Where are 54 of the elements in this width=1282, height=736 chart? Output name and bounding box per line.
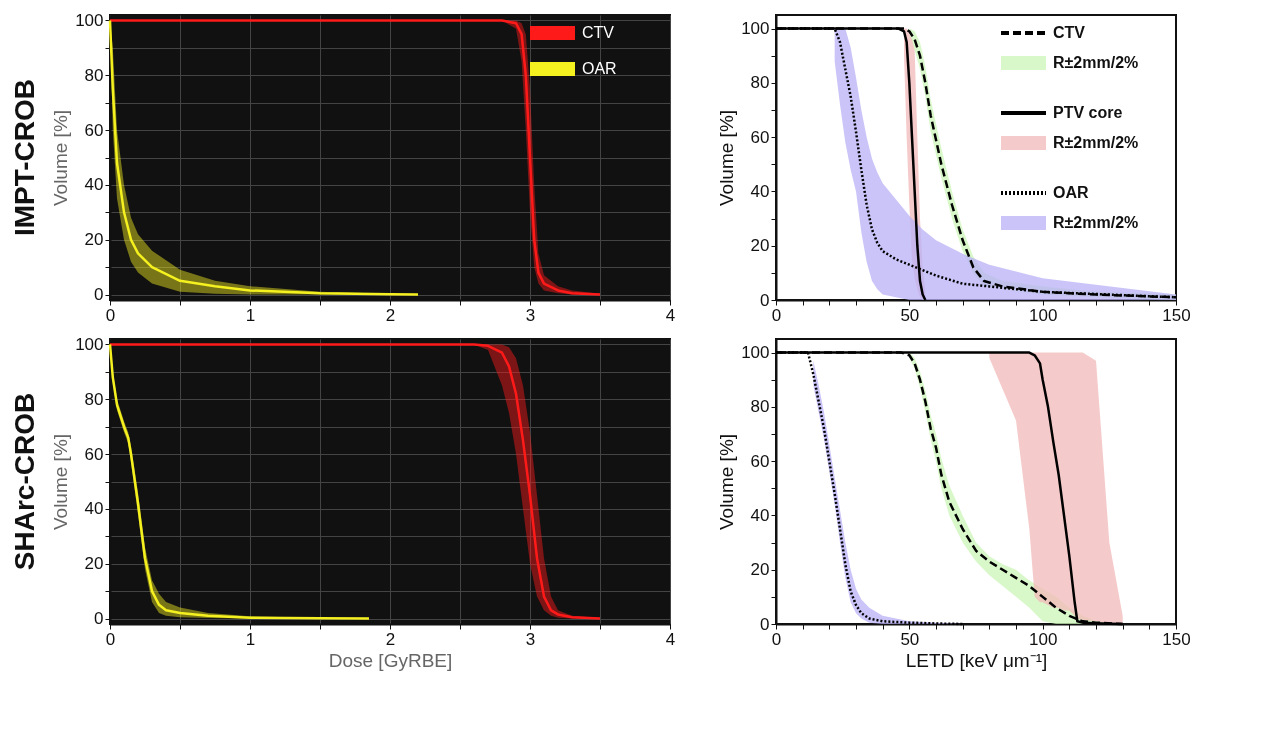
x-tick-label: 4 — [665, 629, 676, 649]
text: SHArc-CROB — [8, 392, 40, 571]
y-tick-label: 100 — [741, 343, 770, 363]
y-tick-label: 100 — [741, 19, 770, 39]
legend-label: CTV — [582, 24, 615, 41]
y-tick-label: 20 — [84, 230, 104, 250]
y-tick-label: 0 — [760, 290, 770, 310]
y-tick-label: 60 — [84, 120, 104, 140]
x-axis-title: Dose [GyRBE] — [328, 649, 453, 671]
y-tick-label: 20 — [84, 554, 104, 574]
y-axis-title: Volume [%] — [716, 433, 738, 531]
x-axis-title: LETD [keV μm⁻¹] — [905, 649, 1048, 671]
legend-label: R±2mm/2% — [1053, 54, 1139, 71]
y-tick-label: 80 — [84, 389, 104, 409]
y-tick-label: 80 — [84, 65, 104, 85]
y-tick-label: 20 — [750, 560, 770, 580]
y-tick-label: 40 — [750, 505, 770, 525]
x-tick-label: 50 — [900, 305, 920, 325]
y-tick-label: 80 — [750, 397, 770, 417]
y-tick-label: 60 — [750, 451, 770, 471]
x-tick-label: 100 — [1028, 629, 1058, 649]
x-tick-label: 2 — [385, 305, 396, 325]
x-tick-label: 1 — [245, 305, 256, 325]
y-tick-label: 0 — [94, 285, 104, 305]
y-axis-title: Volume [%] — [716, 109, 738, 207]
y-tick-label: 60 — [84, 444, 104, 464]
text: IMPT-CROB — [8, 78, 40, 237]
x-tick-label: 3 — [525, 629, 536, 649]
x-tick-label: 2 — [385, 629, 396, 649]
legend-label: PTV core — [1053, 104, 1123, 121]
x-tick-label: 100 — [1028, 305, 1058, 325]
y-tick-label: 100 — [75, 334, 104, 354]
y-axis-title: Volume [%] — [50, 433, 72, 531]
x-tick-label: 4 — [665, 305, 676, 325]
y-tick-label: 0 — [94, 609, 104, 629]
y-tick-label: 40 — [84, 499, 104, 519]
legend-label: R±2mm/2% — [1053, 214, 1139, 231]
x-tick-label: 150 — [1162, 305, 1191, 325]
y-tick-label: 60 — [750, 127, 770, 147]
y-tick-label: 20 — [750, 236, 770, 256]
legend-label: CTV — [1053, 24, 1086, 41]
y-tick-label: 40 — [750, 181, 770, 201]
legend-label: R±2mm/2% — [1053, 134, 1139, 151]
y-tick-label: 40 — [84, 175, 104, 195]
legend-label: OAR — [582, 60, 617, 77]
y-tick-label: 80 — [750, 73, 770, 93]
x-tick-label: 150 — [1162, 629, 1191, 649]
y-tick-label: 100 — [75, 10, 104, 30]
legend-label: OAR — [1053, 184, 1089, 201]
y-tick-label: 0 — [760, 614, 770, 634]
y-axis-title: Volume [%] — [50, 109, 72, 207]
x-tick-label: 1 — [245, 629, 256, 649]
x-tick-label: 3 — [525, 305, 536, 325]
x-tick-label: 50 — [900, 629, 920, 649]
